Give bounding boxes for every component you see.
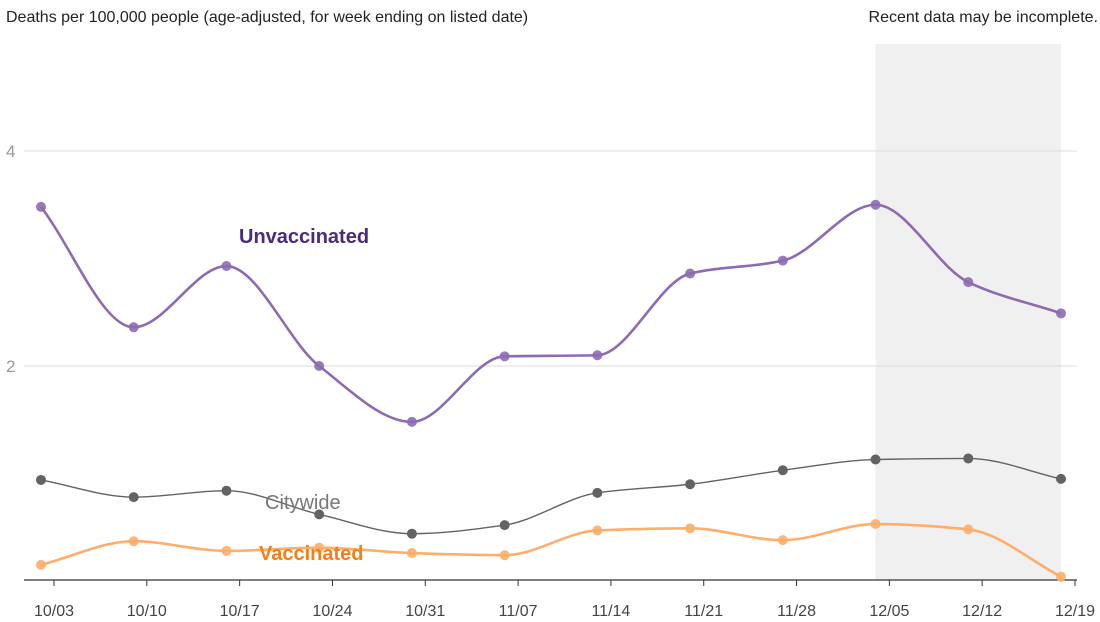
data-point-vaccinated (592, 525, 603, 536)
series-label-unvaccinated: Unvaccinated (239, 226, 369, 248)
series-label-citywide: Citywide (265, 492, 341, 514)
data-point-unvaccinated (314, 361, 325, 371)
data-point-vaccinated (221, 545, 232, 556)
x-tick-label: 10/24 (312, 603, 352, 620)
data-point-citywide (963, 453, 974, 464)
series-labels: Unvaccinated Citywide Vaccinated (239, 226, 369, 565)
data-point-unvaccinated (221, 261, 232, 272)
data-point-citywide (777, 465, 788, 476)
data-point-unvaccinated (128, 322, 139, 333)
data-point-unvaccinated (406, 416, 417, 427)
data-point-unvaccinated (499, 351, 510, 362)
incomplete-data-note: Recent data may be incomplete. (869, 9, 1098, 26)
series-layer (36, 199, 1066, 582)
data-point-vaccinated (685, 523, 696, 534)
data-point-vaccinated (963, 524, 974, 535)
data-point-citywide (870, 454, 881, 465)
series-label-vaccinated: Vaccinated (259, 543, 364, 565)
series-line-vaccinated (40, 522, 1062, 578)
data-point-citywide (1056, 473, 1066, 484)
x-tick-label: 11/07 (499, 603, 538, 620)
x-tick-label: 10/17 (220, 603, 260, 620)
x-tick-label: 10/31 (405, 603, 445, 620)
y-tick-label: 2 (6, 357, 15, 376)
data-point-unvaccinated (36, 201, 46, 212)
data-point-vaccinated (36, 559, 46, 570)
x-axis-ticks: 10/03 10/10 10/17 10/24 10/31 11/07 11/14 11/21… (34, 580, 1095, 620)
series-line-citywide (40, 457, 1062, 535)
y-tick-label: 4 (6, 142, 15, 161)
data-point-citywide (592, 487, 603, 498)
data-point-citywide (314, 509, 325, 520)
x-tick-label: 12/05 (869, 603, 909, 620)
data-point-vaccinated (777, 535, 788, 546)
data-point-vaccinated (314, 542, 325, 553)
data-point-unvaccinated (685, 268, 696, 279)
x-tick-label: 10/03 (34, 603, 74, 620)
x-tick-label: 12/19 (1055, 603, 1095, 620)
series-unvaccinated (36, 199, 1066, 427)
data-point-unvaccinated (1056, 308, 1066, 319)
y-axis-ticks: 24 (6, 142, 15, 376)
data-point-unvaccinated (870, 199, 881, 210)
series-vaccinated (36, 519, 1066, 582)
x-tick-label: 11/14 (591, 603, 630, 620)
series-citywide (36, 453, 1066, 539)
data-point-unvaccinated (777, 255, 788, 266)
data-point-citywide (406, 528, 417, 539)
x-tick-label: 10/10 (127, 603, 167, 620)
y-gridlines (24, 150, 1077, 367)
data-point-citywide (128, 492, 139, 503)
data-point-unvaccinated (963, 277, 974, 288)
data-point-vaccinated (1056, 571, 1066, 582)
data-point-unvaccinated (592, 350, 603, 361)
data-point-citywide (221, 485, 232, 496)
data-point-citywide (685, 479, 696, 490)
data-point-vaccinated (870, 519, 881, 530)
data-point-citywide (499, 520, 510, 531)
x-tick-label: 11/28 (777, 603, 816, 620)
x-tick-label: 12/12 (962, 603, 1002, 620)
data-point-vaccinated (128, 536, 139, 547)
chart-subtitle: Deaths per 100,000 people (age-adjusted,… (6, 9, 528, 26)
data-point-citywide (36, 474, 46, 485)
x-tick-label: 11/21 (684, 603, 723, 620)
incomplete-data-region (875, 44, 1061, 580)
data-point-vaccinated (406, 548, 417, 559)
data-point-vaccinated (499, 550, 510, 561)
